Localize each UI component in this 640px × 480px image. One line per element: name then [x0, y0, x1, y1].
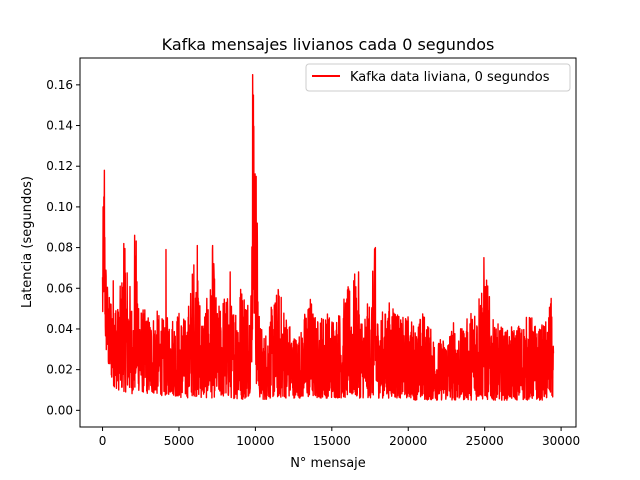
legend-label: Kafka data liviana, 0 segundos — [350, 70, 550, 85]
legend: Kafka data liviana, 0 segundos — [305, 63, 571, 92]
chart-title: Kafka mensajes livianos cada 0 segundos — [162, 35, 495, 54]
x-axis-label: N° mensaje — [290, 456, 366, 471]
y-tick-label: 0.14 — [46, 119, 73, 133]
x-axis: 0 5000 10000 15000 20000 25000 30000 — [99, 427, 580, 448]
y-tick-label: 0.16 — [46, 78, 73, 92]
y-axis: 0.00 0.02 0.04 0.06 0.08 0.10 0.12 0.14 0.16 — [46, 78, 80, 417]
x-tick-label: 30000 — [542, 434, 580, 448]
plot-area — [79, 57, 577, 428]
x-tick-label: 15000 — [313, 434, 351, 448]
legend-box — [305, 63, 571, 92]
y-tick-label: 0.12 — [46, 159, 73, 173]
series-group — [101, 73, 555, 401]
x-tick-label: 20000 — [389, 434, 427, 448]
y-tick-label: 0.08 — [46, 241, 73, 255]
y-tick-label: 0.00 — [46, 403, 73, 417]
y-tick-label: 0.06 — [46, 281, 73, 295]
x-tick-label: 0 — [99, 434, 107, 448]
y-axis-label: Latencia (segundos) — [20, 176, 35, 308]
x-tick-label: 5000 — [164, 434, 195, 448]
y-tick-label: 0.02 — [46, 363, 73, 377]
series-line — [101, 73, 555, 401]
plot-frame — [79, 57, 577, 428]
y-tick-label: 0.04 — [46, 322, 73, 336]
y-tick-label: 0.10 — [46, 200, 73, 214]
x-tick-label: 10000 — [236, 434, 274, 448]
x-tick-label: 25000 — [466, 434, 504, 448]
